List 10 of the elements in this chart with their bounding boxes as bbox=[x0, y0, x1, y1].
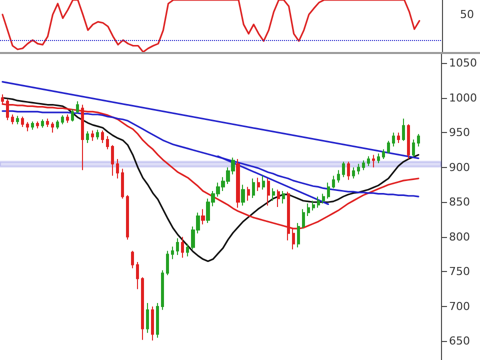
y-tick-label: 850 bbox=[449, 196, 470, 209]
y-tick-label: 700 bbox=[449, 300, 470, 313]
y-tick-label: 1050 bbox=[449, 56, 478, 70]
y-tick-label: 750 bbox=[449, 265, 470, 278]
y-tick-label: 900 bbox=[449, 160, 470, 174]
y-tick-label: 650 bbox=[449, 334, 470, 348]
y-tick-label: 800 bbox=[449, 230, 470, 244]
y-tick-label: 1000 bbox=[449, 91, 478, 104]
y-tick-label: 950 bbox=[449, 126, 470, 140]
text: 50 bbox=[460, 8, 474, 21]
